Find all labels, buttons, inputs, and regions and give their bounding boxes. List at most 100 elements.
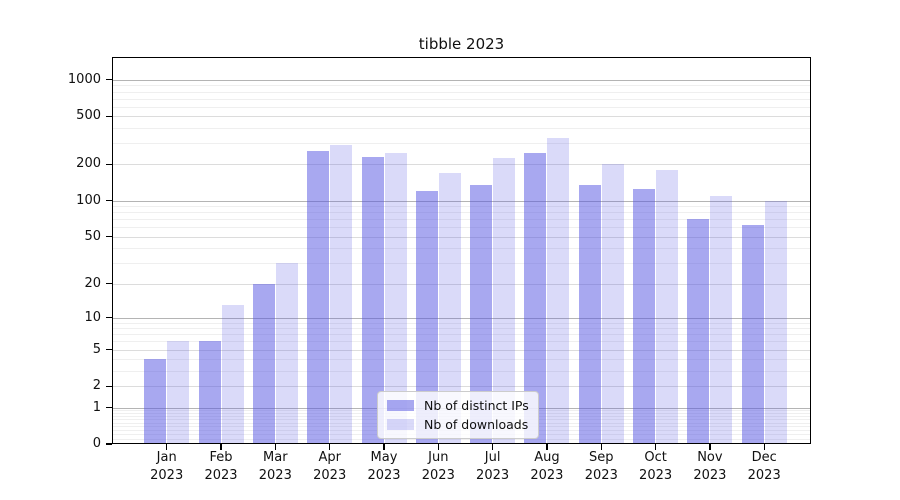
gridline-700 [112, 98, 811, 100]
gridline-300 [112, 143, 811, 145]
y-tick-mark [106, 406, 112, 409]
gridline-50 [112, 236, 811, 238]
x-tick-mark [709, 444, 711, 450]
gridline-4 [112, 359, 811, 361]
plot-area: Nb of distinct IPs Nb of downloads [112, 57, 811, 444]
gridline-9 [112, 322, 811, 324]
x-tick-month: Apr [318, 450, 341, 465]
x-tick-month: Mar [263, 450, 288, 465]
gridline-6 [112, 341, 811, 343]
y-tick-mark [106, 317, 112, 319]
bar-downloads-may [384, 152, 407, 444]
gridline-100 [112, 200, 811, 202]
x-tick-mark [274, 444, 276, 450]
bar-ips-jul [470, 185, 493, 444]
bar-downloads-apr [330, 144, 353, 444]
x-tick-month: Feb [209, 450, 233, 465]
x-tick-year: 2023 [258, 467, 292, 483]
x-tick-month: Jul [484, 450, 501, 465]
x-tick-month: May [370, 450, 398, 465]
legend-swatch-downloads [387, 419, 414, 430]
gridline-10 [112, 317, 811, 319]
bar-ips-oct [633, 189, 656, 444]
y-tick-label-100: 100 [76, 192, 101, 208]
bar-ips-aug [524, 152, 547, 444]
x-tick-month: Sep [589, 450, 614, 465]
bar-ips-sep [578, 185, 601, 444]
legend: Nb of distinct IPs Nb of downloads [377, 391, 539, 439]
gridline-900 [112, 85, 811, 87]
x-tick-year: 2023 [584, 467, 618, 483]
x-tick-month: Aug [534, 450, 560, 465]
x-tick-label-apr: Apr 2023 [300, 449, 360, 484]
gridline-2 [112, 386, 811, 388]
y-tick-label-2: 2 [92, 378, 101, 394]
gridline-800 [112, 91, 811, 93]
x-tick-label-mar: Mar 2023 [245, 449, 305, 484]
gridline-3 [112, 370, 811, 372]
x-tick-label-sep: Sep 2023 [571, 449, 631, 484]
bar-ips-dec [741, 224, 764, 444]
y-tick-label-1: 1 [92, 399, 101, 415]
x-tick-mark [655, 444, 657, 450]
y-tick-label-50: 50 [84, 228, 101, 244]
y-tick-label-500: 500 [76, 108, 101, 124]
y-tick-mark [106, 348, 112, 351]
bar-ips-mar [252, 283, 275, 444]
y-tick-label-10: 10 [84, 309, 101, 325]
x-tick-mark [437, 444, 439, 450]
y-tick-mark [106, 443, 112, 445]
gridline-7 [112, 334, 811, 336]
bar-ips-apr [307, 150, 330, 444]
gridline-0.1 [112, 439, 811, 440]
x-tick-year: 2023 [421, 467, 455, 483]
x-tick-month: Jun [428, 450, 449, 465]
gridline-8 [112, 328, 811, 330]
bar-downloads-mar [275, 262, 298, 444]
bar-downloads-oct [656, 169, 679, 444]
bar-ips-jan [144, 359, 167, 444]
x-tick-year: 2023 [747, 467, 781, 483]
gridline-20 [112, 283, 811, 285]
x-tick-label-dec: Dec 2023 [734, 449, 794, 484]
x-tick-year: 2023 [204, 467, 238, 483]
y-tick-mark [106, 79, 112, 81]
bar-downloads-aug [547, 138, 570, 444]
legend-label: Nb of downloads [424, 417, 529, 432]
bar-downloads-nov [710, 195, 733, 444]
gridline-60 [112, 227, 811, 229]
legend-swatch-ips [387, 400, 414, 411]
x-tick-mark [329, 444, 331, 450]
y-tick-mark [106, 200, 112, 202]
y-tick-label-0: 0 [92, 436, 101, 451]
gridline-40 [112, 248, 811, 250]
y-tick-mark [106, 385, 112, 387]
x-tick-year: 2023 [476, 467, 510, 483]
x-tick-year: 2023 [693, 467, 727, 483]
bar-downloads-jul [493, 158, 516, 444]
bar-ips-jun [415, 191, 438, 444]
y-tick-mark [106, 115, 112, 117]
y-tick-mark [106, 163, 112, 166]
y-tick-mark [106, 282, 112, 285]
gridline-70 [112, 219, 811, 221]
x-tick-label-may: May 2023 [354, 449, 414, 484]
x-tick-year: 2023 [313, 467, 347, 483]
gridline-30 [112, 262, 811, 264]
bar-downloads-dec [764, 200, 787, 444]
bar-downloads-feb [221, 304, 244, 444]
bar-ips-may [361, 157, 384, 444]
legend-label: Nb of distinct IPs [424, 398, 529, 413]
x-tick-month: Dec [751, 450, 777, 465]
gridline-90 [112, 206, 811, 208]
x-tick-year: 2023 [150, 467, 184, 483]
x-tick-month: Jan [156, 450, 177, 465]
chart-title: tibble 2023 [418, 35, 505, 53]
x-tick-year: 2023 [530, 467, 564, 483]
legend-row: Nb of distinct IPs [387, 398, 529, 413]
y-tick-label-1000: 1000 [67, 71, 101, 87]
x-tick-label-nov: Nov 2023 [680, 449, 740, 484]
x-tick-mark [763, 444, 765, 450]
x-tick-mark [220, 444, 222, 450]
